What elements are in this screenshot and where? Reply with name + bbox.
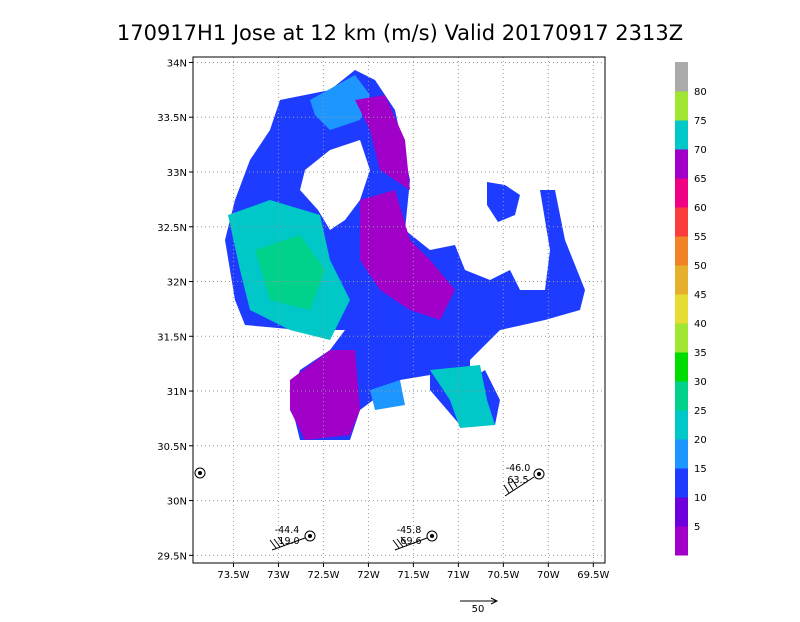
sounding-label: -46.0 [506,463,531,474]
colorbar-box [675,497,688,527]
x-tick-label: 71.5W [397,570,429,581]
sounding-marker [537,472,541,476]
colorbar-label: 60 [694,203,707,214]
colorbar-label: 65 [694,174,707,185]
colorbar-box [675,149,688,179]
colorbar-box [675,178,688,208]
colorbar-label: 80 [694,87,707,98]
y-tick-label: 33N [167,168,187,179]
soundings: -44.4 19.0 -45.8 69.6 -46.0 63.5 [194,463,545,551]
colorbar-box [675,526,688,556]
reference-arrow [460,597,499,605]
colorbar-label: 45 [694,290,707,301]
colorbar-box [675,439,688,469]
colorbar-box [675,352,688,382]
y-tick-label: 31.5N [157,332,187,343]
x-tick-label: 72.5W [307,570,339,581]
x-tick-label: 72W [357,570,380,581]
colorbar-label: 75 [694,116,707,127]
x-tick-label: 70.5W [487,570,519,581]
colorbar-label: 5 [694,522,700,533]
colorbar-box [675,265,688,295]
plot-frame [192,56,606,564]
sounding-label: 19.0 [278,536,299,547]
wind-barb [269,536,306,551]
sounding-label: 69.6 [400,536,421,547]
colorbar-box [675,410,688,440]
colorbar-label: 20 [694,435,707,446]
colorbar-label: 15 [694,464,707,475]
y-tick-label: 30.5N [157,442,187,453]
colorbar-label: 10 [694,493,707,504]
sounding-label: -45.8 [397,525,422,536]
colorbar-box [675,294,688,324]
colorbar-label: 50 [694,261,707,272]
colorbar-box [675,468,688,498]
colorbar-label: 25 [694,406,707,417]
wind-barb [503,476,535,497]
y-tick-label: 32N [167,278,187,289]
y-tick-label: 29.5N [157,551,187,562]
colorbar-box [675,236,688,266]
sounding-marker [533,468,545,480]
colorbar-label: 35 [694,348,707,359]
axes: 73.5W 73W 72.5W 72W 71.5W 71W 70.5W 70W 69.5W 29.… [157,57,609,581]
colorbar-box [675,207,688,237]
colorbar: 5 10 15 20 25 30 35 40 45 50 55 60 65 70 75 80 [675,62,707,556]
colorbar-label: 70 [694,145,707,156]
colorbar-box [675,323,688,353]
wind-field [225,70,585,440]
y-tick-label: 34N [167,58,187,69]
colorbar-box [675,381,688,411]
y-tick-label: 31N [167,387,187,398]
reference-label: 50 [472,604,485,615]
x-tick-label: 73W [267,570,290,581]
wind-barb [392,536,428,551]
y-tick-label: 33.5N [157,113,187,124]
sounding-label: -44.4 [275,525,300,536]
sounding-marker [194,467,206,479]
colorbar-box [675,62,688,92]
colorbar-box [675,91,688,121]
colorbar-label: 55 [694,232,707,243]
x-tick-label: 70W [537,570,560,581]
colorbar-label: 30 [694,377,707,388]
x-tick-label: 71W [447,570,470,581]
sounding-marker [308,534,312,538]
title: 170917H1 Jose at 12 km (m/s) Valid 20170… [117,21,683,45]
sounding-marker [430,534,434,538]
sounding-marker [426,530,438,542]
sounding-label: 63.5 [507,475,528,486]
sounding-marker [304,530,316,542]
colorbar-box [675,120,688,150]
reference-vector: 50 [460,597,499,615]
sounding-marker [198,471,202,475]
x-tick-label: 73.5W [217,570,249,581]
x-tick-label: 69.5W [577,570,609,581]
y-tick-label: 32.5N [157,223,187,234]
colorbar-label: 40 [694,319,707,330]
y-tick-label: 30N [167,497,187,508]
